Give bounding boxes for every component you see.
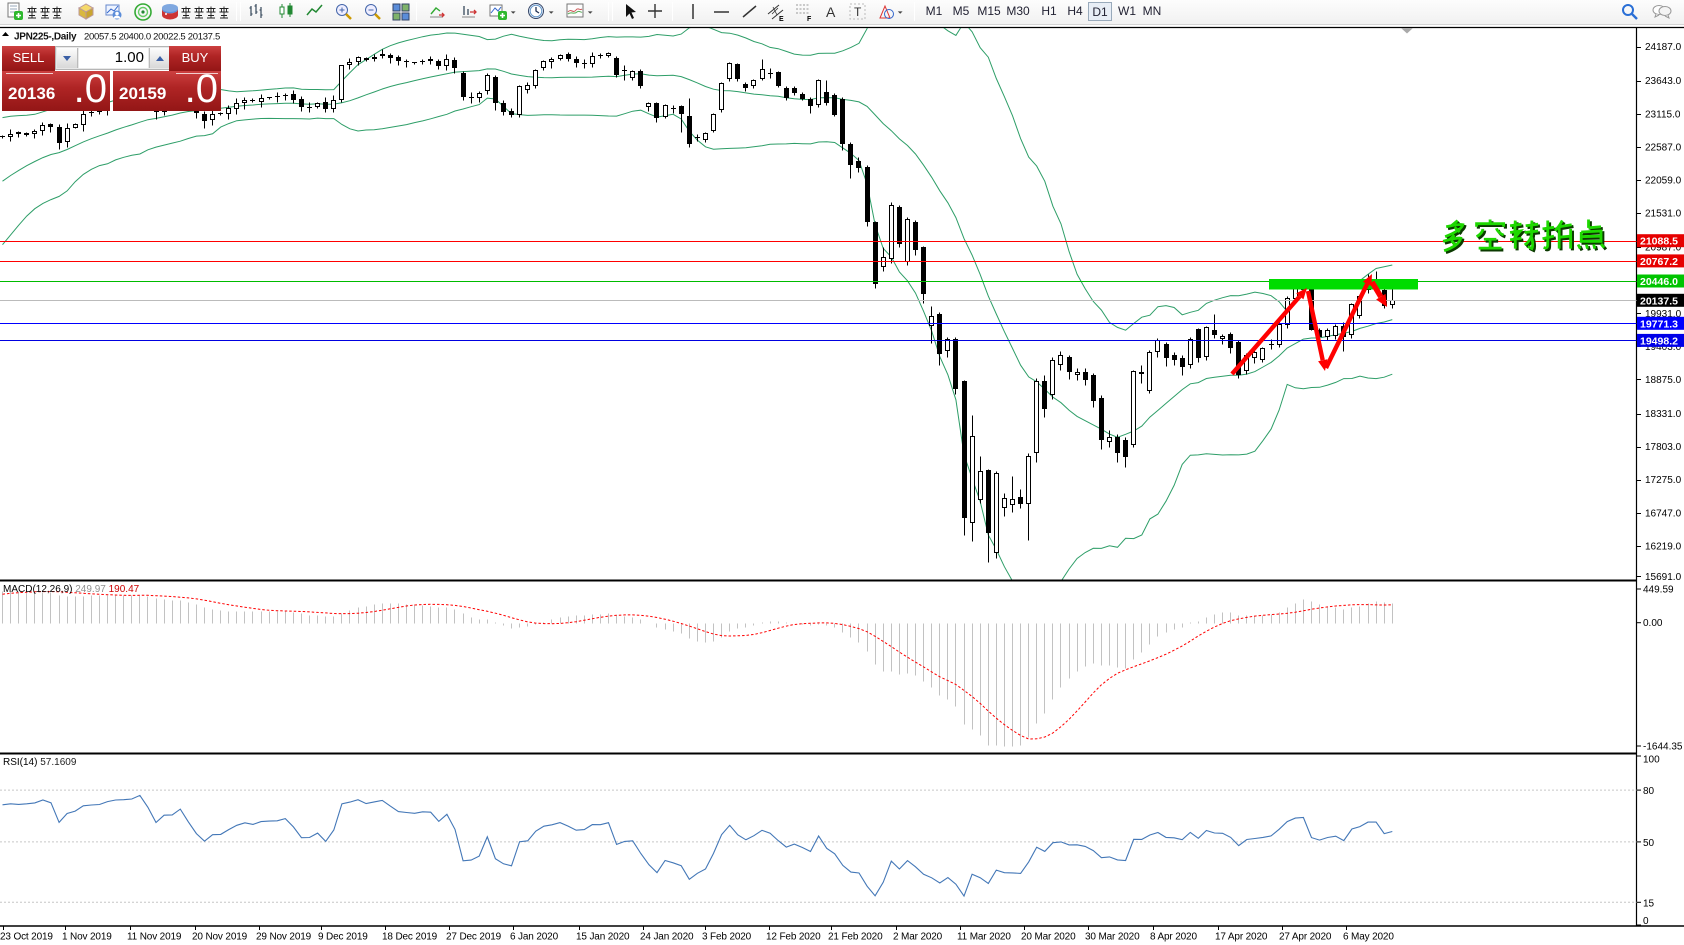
- svg-text:11 Nov 2019: 11 Nov 2019: [127, 932, 182, 943]
- svg-text:22587.0: 22587.0: [1645, 142, 1682, 153]
- svg-text:2 Mar 2020: 2 Mar 2020: [893, 932, 943, 943]
- svg-text:100: 100: [1643, 754, 1660, 765]
- svg-text:20767.2: 20767.2: [1640, 256, 1678, 268]
- svg-text:1 Nov 2019: 1 Nov 2019: [62, 932, 112, 943]
- svg-text:17803.0: 17803.0: [1645, 442, 1682, 453]
- svg-text:16747.0: 16747.0: [1645, 508, 1682, 519]
- svg-text:11 Mar 2020: 11 Mar 2020: [957, 932, 1011, 943]
- svg-text:3 Feb 2020: 3 Feb 2020: [702, 932, 752, 943]
- svg-text:17 Apr 2020: 17 Apr 2020: [1215, 932, 1268, 943]
- svg-text:21 Feb 2020: 21 Feb 2020: [828, 932, 883, 943]
- svg-text:30 Mar 2020: 30 Mar 2020: [1085, 932, 1140, 943]
- svg-text:21088.5: 21088.5: [1640, 236, 1678, 248]
- svg-text:27 Dec 2019: 27 Dec 2019: [446, 932, 502, 943]
- svg-text:23 Oct 2019: 23 Oct 2019: [0, 932, 53, 943]
- svg-text:24 Jan 2020: 24 Jan 2020: [640, 932, 694, 943]
- svg-text:20446.0: 20446.0: [1640, 276, 1678, 288]
- svg-text:27 Apr 2020: 27 Apr 2020: [1279, 932, 1332, 943]
- svg-text:20057.5 20400.0 20022.5 20137.: 20057.5 20400.0 20022.5 20137.5: [84, 32, 220, 43]
- svg-text:23115.0: 23115.0: [1645, 109, 1681, 120]
- svg-text:MACD(12,26,9) 249.97 190.47: MACD(12,26,9) 249.97 190.47: [3, 584, 140, 595]
- svg-text:18 Dec 2019: 18 Dec 2019: [382, 932, 438, 943]
- svg-text:6 Jan 2020: 6 Jan 2020: [510, 932, 559, 943]
- svg-text:20 Nov 2019: 20 Nov 2019: [192, 932, 248, 943]
- svg-text:50: 50: [1643, 838, 1655, 849]
- svg-text:17275.0: 17275.0: [1645, 475, 1682, 486]
- svg-text:24187.0: 24187.0: [1645, 42, 1682, 53]
- svg-text:23643.0: 23643.0: [1645, 76, 1682, 87]
- svg-text:80: 80: [1643, 786, 1655, 797]
- svg-text:F: F: [807, 16, 812, 22]
- svg-text:15: 15: [1643, 898, 1655, 909]
- svg-text:0: 0: [1643, 916, 1649, 927]
- svg-text:21531.0: 21531.0: [1645, 209, 1682, 220]
- svg-text:22059.0: 22059.0: [1645, 175, 1682, 186]
- svg-text:15 Jan 2020: 15 Jan 2020: [576, 932, 630, 943]
- svg-text:JPN225-,Daily: JPN225-,Daily: [14, 32, 77, 43]
- svg-text:20137.5: 20137.5: [1640, 295, 1678, 307]
- svg-text:29 Nov 2019: 29 Nov 2019: [256, 932, 312, 943]
- svg-text:19498.2: 19498.2: [1640, 335, 1678, 347]
- svg-text:8 Apr 2020: 8 Apr 2020: [1150, 932, 1197, 943]
- svg-text:19931.0: 19931.0: [1645, 309, 1682, 320]
- svg-text:0.00: 0.00: [1643, 618, 1663, 629]
- svg-text:12 Feb 2020: 12 Feb 2020: [766, 932, 821, 943]
- svg-text:18875.0: 18875.0: [1645, 375, 1682, 386]
- svg-text:16219.0: 16219.0: [1645, 541, 1682, 552]
- svg-text:19403.0: 19403.0: [1645, 342, 1682, 353]
- svg-text:9 Dec 2019: 9 Dec 2019: [318, 932, 368, 943]
- svg-text:RSI(14) 57.1609: RSI(14) 57.1609: [3, 757, 77, 768]
- svg-text:A: A: [826, 4, 836, 20]
- svg-text:T: T: [854, 5, 862, 19]
- svg-text:20 Mar 2020: 20 Mar 2020: [1021, 932, 1076, 943]
- svg-text:15691.0: 15691.0: [1645, 572, 1682, 583]
- svg-text:E: E: [779, 16, 784, 22]
- svg-text:449.59: 449.59: [1643, 585, 1674, 596]
- svg-text:20987.0: 20987.0: [1645, 243, 1682, 254]
- svg-text:-1644.35: -1644.35: [1643, 742, 1683, 753]
- svg-text:18331.0: 18331.0: [1645, 409, 1682, 420]
- svg-text:6 May 2020: 6 May 2020: [1343, 932, 1394, 943]
- svg-text:19771.3: 19771.3: [1640, 318, 1678, 330]
